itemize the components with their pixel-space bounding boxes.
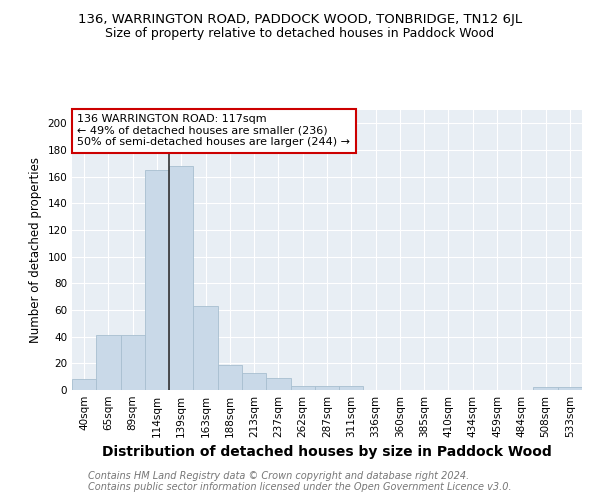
- Y-axis label: Number of detached properties: Number of detached properties: [29, 157, 42, 343]
- Bar: [315, 386, 339, 390]
- Bar: [145, 170, 169, 390]
- Bar: [533, 388, 558, 390]
- Bar: [121, 336, 145, 390]
- Text: Size of property relative to detached houses in Paddock Wood: Size of property relative to detached ho…: [106, 28, 494, 40]
- Bar: [266, 378, 290, 390]
- Text: 136, WARRINGTON ROAD, PADDOCK WOOD, TONBRIDGE, TN12 6JL: 136, WARRINGTON ROAD, PADDOCK WOOD, TONB…: [78, 12, 522, 26]
- Text: Contains HM Land Registry data © Crown copyright and database right 2024.
Contai: Contains HM Land Registry data © Crown c…: [88, 471, 512, 492]
- Bar: [558, 388, 582, 390]
- X-axis label: Distribution of detached houses by size in Paddock Wood: Distribution of detached houses by size …: [102, 446, 552, 460]
- Bar: [339, 386, 364, 390]
- Text: 136 WARRINGTON ROAD: 117sqm
← 49% of detached houses are smaller (236)
50% of se: 136 WARRINGTON ROAD: 117sqm ← 49% of det…: [77, 114, 350, 148]
- Bar: [242, 372, 266, 390]
- Bar: [169, 166, 193, 390]
- Bar: [218, 364, 242, 390]
- Bar: [193, 306, 218, 390]
- Bar: [290, 386, 315, 390]
- Bar: [72, 380, 96, 390]
- Bar: [96, 336, 121, 390]
